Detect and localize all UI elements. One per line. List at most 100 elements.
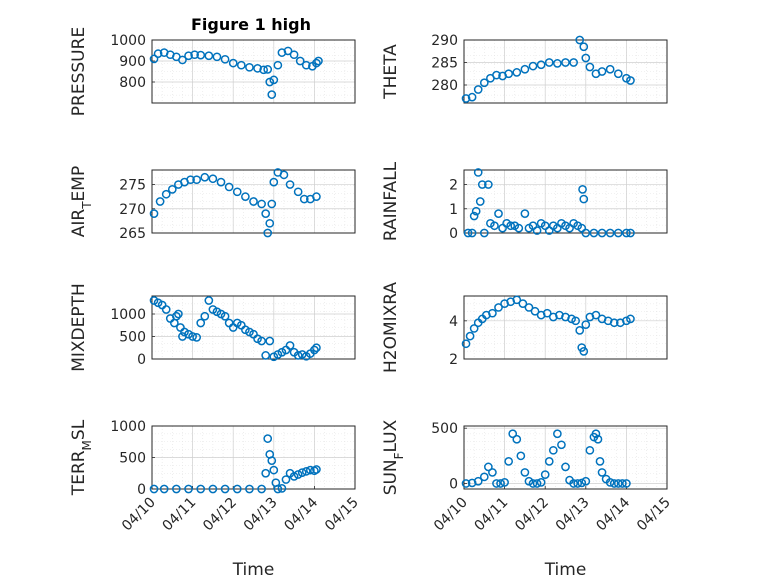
data-point: [267, 90, 277, 99]
data-point: [609, 318, 619, 328]
data-point: [475, 197, 485, 206]
data-point: [479, 472, 489, 482]
data-point: [504, 69, 514, 79]
y-tick-label: 4: [449, 314, 458, 330]
y-tick-label: 900: [119, 54, 146, 70]
data-point: [249, 197, 258, 206]
data-point: [581, 320, 591, 329]
data-point: [484, 462, 493, 472]
data-point: [236, 60, 246, 70]
data-point: [506, 221, 516, 231]
y-tick-label: 280: [431, 78, 458, 94]
axes-border: [463, 39, 668, 104]
data-point: [232, 187, 242, 197]
data-point: [200, 172, 210, 182]
data-point: [597, 468, 607, 477]
data-point: [581, 476, 591, 486]
data-point: [212, 52, 222, 62]
data-point: [261, 351, 271, 360]
data-point: [484, 180, 493, 189]
data-point: [232, 484, 242, 494]
y-axis-label: PRESSURE: [69, 27, 89, 116]
data-point: [257, 199, 266, 209]
data-point: [216, 177, 226, 187]
data-point: [297, 350, 307, 359]
data-point: [585, 62, 595, 72]
data-point: [253, 64, 262, 73]
data-point: [589, 228, 599, 238]
data-point: [544, 457, 554, 466]
data-point: [461, 94, 471, 103]
data-point: [257, 336, 266, 346]
data-point: [532, 479, 542, 488]
data-point: [579, 194, 589, 204]
data-point: [220, 484, 230, 494]
y-tick-label: 500: [119, 451, 146, 467]
data-point: [581, 53, 591, 63]
y-tick-label: 500: [431, 421, 458, 437]
y-tick-label: 1000: [110, 33, 146, 49]
data-point: [241, 192, 250, 202]
data-point: [310, 345, 319, 355]
data-point: [581, 228, 591, 238]
y-tick-label: 0: [137, 352, 146, 368]
data-point: [477, 180, 487, 189]
data-point: [536, 478, 546, 487]
data-point: [184, 51, 193, 61]
data-point: [167, 185, 177, 194]
axes-border: [151, 295, 356, 360]
data-point: [597, 67, 607, 76]
axes-border: [151, 39, 356, 104]
y-axis-label: TERRMSL: [69, 419, 94, 496]
data-point: [469, 211, 479, 221]
data-point: [267, 199, 277, 209]
data-point: [273, 484, 283, 494]
y-tick-label: 1000: [110, 419, 146, 435]
data-point: [504, 457, 514, 466]
data-point: [571, 316, 581, 326]
data-point: [314, 56, 323, 66]
data-point: [289, 472, 299, 481]
data-point: [518, 299, 528, 308]
data-point: [172, 311, 181, 321]
data-point: [463, 228, 473, 238]
data-point: [626, 76, 635, 85]
data-point: [520, 468, 530, 477]
data-point: [467, 228, 477, 238]
data-point: [626, 228, 635, 238]
data-point: [245, 484, 254, 494]
data-point: [297, 468, 307, 477]
data-point: [575, 35, 585, 45]
data-point: [516, 451, 526, 461]
figure-title: Figure 1 high: [191, 15, 311, 34]
data-point: [528, 479, 538, 488]
data-point: [269, 177, 279, 187]
data-point: [479, 78, 489, 88]
data-point: [259, 65, 268, 75]
y-axis-label: H2OMIXRA: [381, 282, 401, 373]
data-point: [192, 175, 202, 185]
data-point: [461, 479, 471, 488]
data-point: [178, 55, 187, 65]
data-point: [609, 479, 619, 488]
data-point: [605, 64, 615, 74]
data-point: [172, 484, 181, 494]
data-point: [190, 50, 199, 60]
data-point: [573, 479, 583, 488]
data-point: [159, 484, 169, 494]
subplot-h2omixra: 2 4 H2OMIXRA: [381, 282, 668, 373]
data-point: [299, 194, 309, 204]
data-point: [622, 316, 631, 326]
y-axis-label: THETA: [381, 44, 401, 100]
subplot-pressure: 800 900 1000 PRESSURE: [69, 27, 356, 116]
data-point: [617, 479, 627, 488]
data-point: [263, 228, 273, 238]
y-axis-label: RAINFALL: [381, 161, 401, 241]
y-axis-label: AIRTEMP: [69, 166, 94, 237]
data-point: [301, 60, 311, 70]
axes-border: [151, 169, 356, 234]
data-point: [613, 69, 623, 79]
data-point: [228, 58, 238, 68]
data-point: [196, 484, 206, 494]
y-tick-label: 500: [119, 330, 146, 346]
